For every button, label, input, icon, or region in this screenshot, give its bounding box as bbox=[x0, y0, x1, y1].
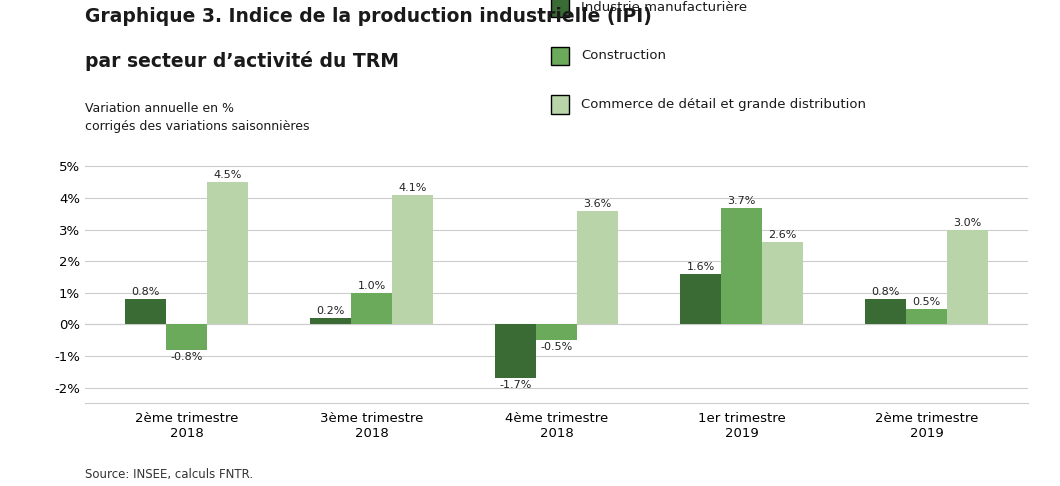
Text: 0.2%: 0.2% bbox=[317, 306, 344, 316]
Text: Commerce de détail et grande distribution: Commerce de détail et grande distributio… bbox=[581, 98, 866, 111]
Bar bbox=[865, 299, 906, 325]
Text: Graphique 3. Indice de la production industrielle (IPI): Graphique 3. Indice de la production ind… bbox=[85, 7, 652, 26]
Bar bbox=[351, 293, 392, 325]
Text: -0.8%: -0.8% bbox=[171, 351, 202, 362]
Text: 3.0%: 3.0% bbox=[953, 218, 982, 228]
Bar bbox=[125, 299, 166, 325]
Text: Industrie manufacturière: Industrie manufacturière bbox=[581, 1, 747, 14]
Bar bbox=[495, 325, 536, 378]
Text: 1.6%: 1.6% bbox=[687, 262, 714, 272]
Bar bbox=[721, 208, 762, 325]
Bar bbox=[681, 274, 721, 325]
Bar bbox=[762, 242, 802, 325]
Bar bbox=[947, 229, 988, 325]
Text: 2.6%: 2.6% bbox=[768, 230, 796, 241]
Text: 3.6%: 3.6% bbox=[583, 199, 612, 209]
Bar bbox=[906, 309, 947, 325]
Text: 0.8%: 0.8% bbox=[871, 287, 900, 297]
Text: 0.5%: 0.5% bbox=[913, 297, 940, 307]
Text: -1.7%: -1.7% bbox=[499, 380, 532, 390]
Bar bbox=[207, 182, 248, 325]
Bar bbox=[166, 325, 207, 350]
Text: Variation annuelle en %
corrigés des variations saisonnières: Variation annuelle en % corrigés des var… bbox=[85, 102, 310, 133]
Bar bbox=[577, 210, 618, 325]
Bar bbox=[392, 195, 432, 325]
Text: 1.0%: 1.0% bbox=[357, 281, 386, 291]
Bar bbox=[311, 318, 351, 325]
Text: Source: INSEE, calculs FNTR.: Source: INSEE, calculs FNTR. bbox=[85, 468, 253, 481]
Bar bbox=[536, 325, 577, 340]
Text: -0.5%: -0.5% bbox=[541, 342, 572, 352]
Text: 4.1%: 4.1% bbox=[398, 183, 426, 193]
Text: par secteur d’activité du TRM: par secteur d’activité du TRM bbox=[85, 51, 399, 71]
Text: Construction: Construction bbox=[581, 50, 666, 62]
Text: 4.5%: 4.5% bbox=[213, 171, 242, 180]
Text: 3.7%: 3.7% bbox=[727, 196, 756, 206]
Text: 0.8%: 0.8% bbox=[131, 287, 160, 297]
